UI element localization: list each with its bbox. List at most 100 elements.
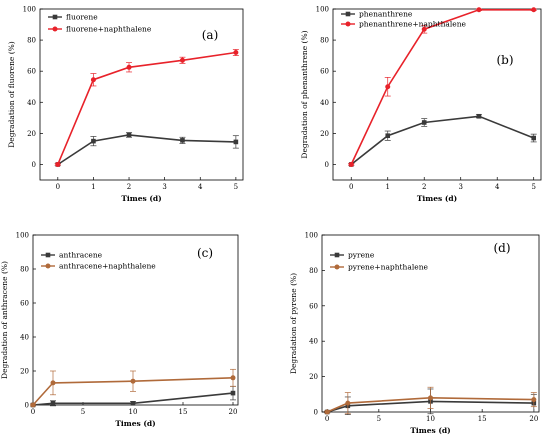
legend-marker: [345, 11, 351, 17]
series-line: [326, 396, 534, 413]
y-axis-title: Degradation of anthracene (%): [0, 261, 9, 379]
x-tick-label: 3: [162, 183, 166, 191]
y-tick-label: 20: [309, 373, 318, 381]
x-tick-label: 15: [179, 408, 188, 416]
x-tick-label: 0: [325, 415, 329, 423]
legend-marker: [52, 14, 58, 20]
legend-label: phenanthrene+naphthalene: [359, 20, 467, 29]
series-2: anthracene+naphthalene: [30, 262, 236, 408]
series-line: [350, 9, 534, 165]
data-point: [91, 138, 96, 144]
plot-frame: [332, 8, 542, 181]
legend-label: anthracene+naphthalene: [59, 262, 156, 271]
y-tick-label: 0: [314, 409, 318, 417]
y-tick-label: 100: [16, 232, 29, 240]
data-point: [55, 161, 61, 167]
x-tick-label: 5: [531, 183, 535, 191]
data-point: [421, 120, 427, 125]
y-tick-label: 40: [320, 99, 329, 107]
data-point: [531, 397, 537, 403]
legend-marker: [334, 264, 340, 270]
y-tick-label: 60: [27, 68, 36, 76]
data-point: [531, 7, 537, 13]
y-tick-label: 20: [320, 130, 329, 138]
data-point: [348, 161, 354, 167]
data-point: [531, 135, 537, 141]
plot-frame: [32, 234, 239, 406]
x-tick-label: 20: [229, 408, 238, 416]
legend-label: fluorene+naphthalene: [66, 25, 152, 34]
x-tick-label: 2: [127, 183, 131, 191]
data-point: [421, 26, 427, 32]
x-tick-label: 4: [495, 183, 500, 191]
y-tick-label: 0: [25, 402, 29, 410]
legend-label: anthracene: [59, 251, 103, 260]
x-tick-label: 5: [234, 183, 238, 191]
panel-a-fluorene: 0 1 2 3 4 5 0 20 40 60 80 100 Times (d) Degradation o…: [7, 6, 244, 203]
panel-c-anthracene: 0 5 10 15 20 0 20 40 60 80 100 Times (d) Degradation…: [0, 232, 239, 428]
x-tick-label: 0: [56, 183, 60, 191]
panel-b-phenanthrene: 0 1 2 3 4 5 0 20 40 60 80 100 Times (d) Degradation o…: [300, 6, 542, 203]
data-point: [130, 378, 136, 384]
legend-label: phenanthrene: [359, 10, 413, 19]
data-point: [476, 7, 482, 13]
y-tick-label: 40: [20, 334, 29, 342]
x-tick-label: 1: [386, 183, 390, 191]
x-axis-title: Times (d): [417, 194, 457, 203]
data-point: [233, 139, 239, 145]
y-axis-title: Degradation of pyrene (%): [289, 273, 298, 374]
series-line: [326, 400, 534, 413]
plot-frame: [39, 8, 244, 181]
x-tick-label: 10: [129, 408, 138, 416]
data-point: [230, 375, 236, 381]
panel-label: (b): [496, 53, 513, 67]
y-tick-label: 40: [309, 338, 318, 346]
x-axis-title: Times (d): [121, 194, 161, 203]
panel-label: (c): [197, 246, 213, 260]
legend-marker: [45, 263, 51, 269]
data-point: [345, 400, 351, 406]
legend-marker: [52, 26, 58, 32]
x-tick-label: 5: [81, 408, 85, 416]
y-tick-label: 100: [316, 6, 329, 14]
data-point: [130, 401, 136, 406]
data-point: [428, 395, 433, 401]
x-axis-title: Times (d): [115, 419, 155, 428]
series-2: phenanthrene+naphthalene: [341, 7, 537, 167]
x-tick-label: 10: [426, 415, 435, 423]
data-point: [50, 380, 56, 386]
data-point: [230, 390, 236, 396]
y-tick-label: 0: [325, 161, 329, 169]
x-tick-label: 20: [529, 415, 538, 423]
panel-label: (a): [202, 28, 219, 42]
y-axis-title: Degradation of phenanthrene (%): [300, 30, 309, 158]
x-tick-label: 3: [458, 183, 462, 191]
data-point: [233, 50, 239, 56]
series-2: pyrene+naphthalene: [324, 263, 537, 415]
legend-label: fluorene: [66, 13, 98, 22]
series-2: fluorene+naphthalene: [48, 25, 239, 167]
data-point: [385, 84, 391, 90]
x-tick-label: 0: [31, 408, 35, 416]
y-tick-label: 80: [20, 266, 29, 274]
y-tick-label: 20: [20, 368, 29, 376]
series-line: [57, 134, 236, 166]
data-point: [30, 402, 36, 408]
data-point: [126, 64, 132, 70]
data-point: [180, 138, 185, 143]
series-line: [32, 377, 234, 406]
data-point: [179, 57, 185, 63]
y-tick-label: 80: [320, 37, 329, 45]
y-tick-label: 80: [309, 267, 318, 275]
data-point: [324, 409, 330, 415]
x-axis-title: Times (d): [410, 426, 450, 435]
data-point: [50, 401, 56, 406]
series-line: [32, 392, 234, 406]
y-tick-label: 60: [309, 302, 318, 310]
legend-marker: [45, 252, 51, 258]
data-point: [90, 77, 96, 83]
data-point: [385, 133, 391, 138]
y-axis-title: Degradation of fluorene (%): [7, 41, 16, 147]
panel-d-pyrene: 0 5 10 15 20 0 20 40 60 80 100 Times (d) Degradation…: [289, 232, 540, 435]
